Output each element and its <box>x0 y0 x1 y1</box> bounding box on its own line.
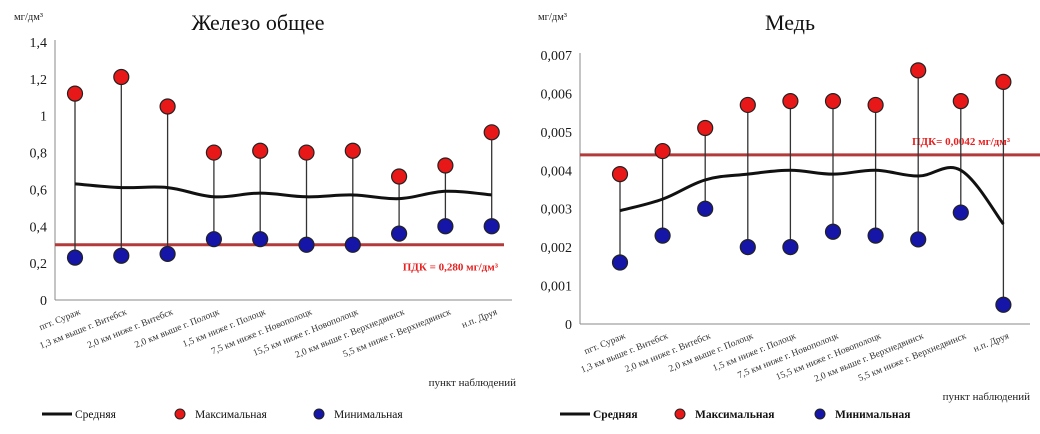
point-max <box>611 166 629 183</box>
legend-swatch-min <box>313 408 325 420</box>
point-max <box>910 62 927 79</box>
y-tick-label: 0,4 <box>30 220 48 235</box>
point-min <box>782 239 799 256</box>
point-min <box>697 200 714 217</box>
point-min <box>952 204 969 221</box>
point-min <box>437 218 454 235</box>
point-min <box>910 231 927 248</box>
point-min <box>159 245 176 263</box>
copper-chart: 00,0010,0020,0030,0040,0050,0060,007ПДК=… <box>538 10 1040 421</box>
point-max <box>952 93 969 110</box>
legend-swatch-max <box>674 408 686 420</box>
y-tick-label: 0,6 <box>30 183 48 198</box>
point-min <box>252 231 269 248</box>
y-tick-label: 0,001 <box>541 280 573 295</box>
y-tick-label: 1 <box>40 110 47 125</box>
point-min <box>739 239 756 256</box>
point-max <box>298 144 315 161</box>
y-tick-label: 0 <box>40 294 47 309</box>
y-tick-label: 0,007 <box>541 49 573 64</box>
point-min <box>113 247 130 264</box>
y-axis-label: мг/дм³ <box>14 12 43 23</box>
point-max <box>995 73 1012 91</box>
point-max <box>391 168 408 185</box>
point-min <box>654 227 671 244</box>
threshold-label: ПДК = 0,280 мг/дм³ <box>403 262 499 274</box>
point-max <box>867 96 884 114</box>
y-tick-label: 0,003 <box>541 203 573 218</box>
point-max <box>697 119 714 137</box>
point-max <box>824 93 842 110</box>
x-tick-label: н.п. Друя <box>972 331 1011 354</box>
x-tick-label: 2,0 км ниже г. Витебск <box>86 306 175 351</box>
legend-swatch-min <box>814 408 826 420</box>
chart-title: Медь <box>765 10 815 35</box>
y-tick-label: 0,8 <box>30 147 48 162</box>
point-min <box>344 236 361 253</box>
legend-label-min: Минимальная <box>835 409 910 421</box>
point-max <box>113 68 130 86</box>
point-max <box>437 157 454 174</box>
point-min <box>298 236 315 253</box>
y-tick-label: 1,2 <box>30 73 48 88</box>
point-max <box>252 142 269 159</box>
series-line-mean <box>619 166 1005 226</box>
legend-label-mean: Средняя <box>75 409 117 421</box>
point-min <box>824 223 842 240</box>
y-tick-label: 0,2 <box>30 257 48 272</box>
point-min <box>995 296 1012 313</box>
point-max <box>159 98 176 115</box>
y-tick-label: 0,005 <box>541 126 573 141</box>
point-max <box>205 144 222 161</box>
point-max <box>782 93 799 110</box>
point-min <box>483 218 500 235</box>
y-tick-label: 0,006 <box>541 87 573 102</box>
y-tick-label: 0 <box>565 318 572 333</box>
x-axis-label: пункт наблюдений <box>429 377 517 389</box>
point-min <box>611 254 629 271</box>
x-tick-label: н.п. Друя <box>461 307 500 330</box>
point-max <box>483 124 500 141</box>
point-min <box>391 225 408 242</box>
point-min <box>867 227 884 244</box>
point-max <box>654 142 671 160</box>
legend-swatch-max <box>174 408 186 420</box>
chart-title: Железо общее <box>191 10 324 35</box>
point-min <box>66 249 84 266</box>
y-tick-label: 0,002 <box>541 241 573 256</box>
y-tick-label: 1,4 <box>30 36 48 51</box>
point-max <box>66 85 84 102</box>
point-max <box>739 96 756 114</box>
series-line-mean <box>74 182 492 201</box>
legend-label-mean: Средняя <box>593 409 638 421</box>
point-min <box>205 231 222 248</box>
legend-label-max: Максимальная <box>195 409 268 421</box>
point-max <box>344 142 361 159</box>
y-axis-label: мг/дм³ <box>538 12 567 23</box>
legend-label-min: Минимальная <box>334 409 403 421</box>
y-tick-label: 0,004 <box>541 164 573 179</box>
x-axis-label: пункт наблюдений <box>943 391 1031 403</box>
legend-label-max: Максимальная <box>695 409 774 421</box>
